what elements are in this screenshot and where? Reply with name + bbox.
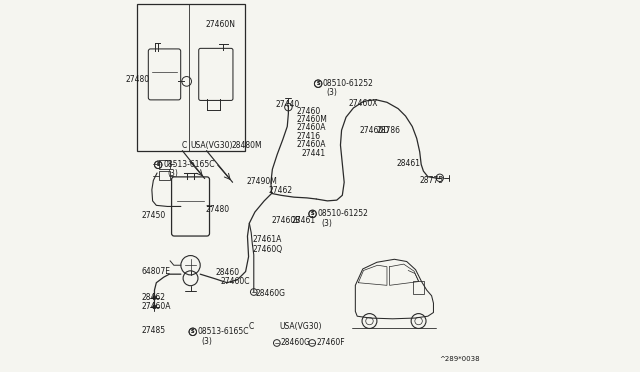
Text: 27440: 27440 [275,100,300,109]
Text: S: S [156,162,160,167]
Text: 64807E: 64807E [141,267,170,276]
Text: S: S [316,81,320,86]
Text: S: S [191,329,195,334]
Text: 27480: 27480 [125,76,150,84]
Text: 27460F: 27460F [316,339,345,347]
Text: 27490M: 27490M [246,177,277,186]
Text: 27485: 27485 [141,326,166,335]
Text: C: C [249,322,254,331]
Text: (3): (3) [326,89,337,97]
Text: 28786: 28786 [376,126,400,135]
Text: 28461: 28461 [396,159,420,168]
Text: S: S [316,81,320,86]
Text: 28460G: 28460G [280,339,310,347]
Bar [413,281,424,294]
Text: S: S [156,162,160,167]
Text: 27461: 27461 [292,216,316,225]
Text: 08513-6165C: 08513-6165C [197,327,249,336]
Text: 27480: 27480 [205,205,230,214]
Text: 27450: 27450 [141,211,166,220]
Text: S: S [311,211,314,217]
Text: 08513-6165C: 08513-6165C [163,160,214,169]
Text: 08510-61252: 08510-61252 [317,209,368,218]
Text: 27460B: 27460B [271,216,301,225]
Text: 27460A: 27460A [296,140,326,149]
Text: 28460G: 28460G [255,289,285,298]
Circle shape [152,296,156,299]
Text: USA(VG30): USA(VG30) [191,141,233,150]
Text: 27461A: 27461A [252,235,282,244]
Text: 28460: 28460 [215,268,239,277]
Bar [137,4,245,151]
Text: C: C [181,141,186,150]
Text: S: S [311,211,314,217]
Text: 27460A: 27460A [296,124,326,132]
Text: 08510-61252: 08510-61252 [322,79,373,88]
Text: 27460: 27460 [296,107,321,116]
Text: 27460X: 27460X [349,99,378,108]
Text: (3): (3) [321,219,332,228]
Text: ^289*0038: ^289*0038 [439,356,479,362]
Text: 27460Q: 27460Q [252,245,282,254]
Text: 28480M: 28480M [232,141,262,150]
Text: USA(VG30): USA(VG30) [279,322,321,331]
Bar [159,160,170,169]
Circle shape [152,305,156,309]
Text: 27462: 27462 [269,186,292,195]
Text: 28775: 28775 [420,176,444,185]
Text: (3): (3) [168,169,179,178]
Text: 27460C: 27460C [220,277,250,286]
Text: 28462: 28462 [141,293,165,302]
Text: 27460N: 27460N [205,20,236,29]
Text: S: S [191,329,195,334]
Text: 27460A: 27460A [141,302,171,311]
Text: 27441: 27441 [301,149,326,158]
Text: (3): (3) [202,337,212,346]
Text: 27460D: 27460D [360,126,390,135]
Text: 27460M: 27460M [296,115,327,124]
Bar [159,171,170,180]
Text: 27416: 27416 [296,132,320,141]
